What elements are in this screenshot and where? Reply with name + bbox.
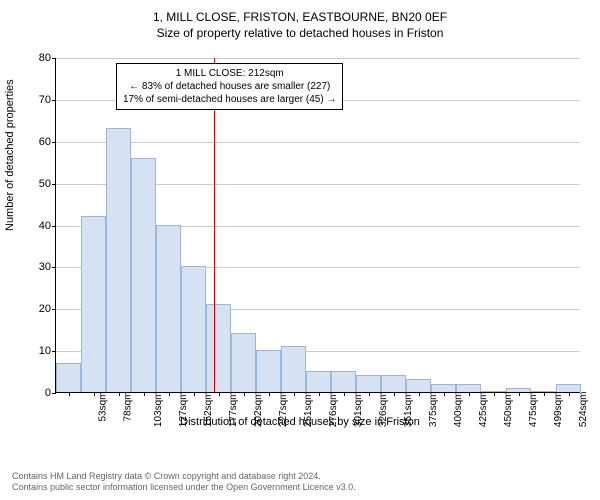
annotation-box: 1 MILL CLOSE: 212sqm ← 83% of detached h… — [116, 63, 343, 110]
footer-line: Contains HM Land Registry data © Crown c… — [12, 471, 356, 483]
x-tick-mark — [169, 392, 170, 396]
histogram-bar — [206, 304, 231, 392]
y-tick-mark — [52, 58, 56, 59]
x-tick-mark — [469, 392, 470, 396]
histogram-bar — [556, 384, 581, 392]
annotation-line: 1 MILL CLOSE: 212sqm — [123, 67, 336, 80]
chart-title: 1, MILL CLOSE, FRISTON, EASTBOURNE, BN20… — [0, 10, 600, 24]
histogram-bar — [256, 350, 281, 392]
y-tick-mark — [52, 267, 56, 268]
histogram-bar — [331, 371, 356, 392]
y-gridline — [56, 58, 580, 59]
chart-container: 1, MILL CLOSE, FRISTON, EASTBOURNE, BN20… — [0, 10, 600, 440]
histogram-bar — [381, 375, 406, 392]
histogram-bar — [281, 346, 306, 392]
histogram-bar — [106, 128, 131, 392]
x-tick-mark — [494, 392, 495, 396]
x-tick-mark — [444, 392, 445, 396]
y-tick-mark — [52, 100, 56, 101]
plot-area: 0102030405060708053sqm78sqm103sqm127sqm1… — [55, 58, 580, 393]
annotation-line: 17% of semi-detached houses are larger (… — [123, 93, 336, 106]
x-tick-mark — [269, 392, 270, 396]
y-tick-label: 0 — [26, 387, 51, 399]
y-tick-mark — [52, 226, 56, 227]
histogram-bar — [156, 225, 181, 393]
x-tick-mark — [519, 392, 520, 396]
x-tick-mark — [294, 392, 295, 396]
footer-line: Contains public sector information licen… — [12, 482, 356, 494]
histogram-bar — [56, 363, 81, 392]
y-tick-mark — [52, 309, 56, 310]
histogram-bar — [131, 158, 156, 393]
x-tick-mark — [119, 392, 120, 396]
footer: Contains HM Land Registry data © Crown c… — [12, 471, 356, 494]
x-tick-mark — [194, 392, 195, 396]
y-gridline — [56, 142, 580, 143]
x-tick-mark — [569, 392, 570, 396]
y-tick-label: 40 — [26, 220, 51, 232]
y-tick-label: 80 — [26, 52, 51, 64]
histogram-bar — [431, 384, 456, 392]
y-tick-label: 20 — [26, 303, 51, 315]
x-tick-mark — [394, 392, 395, 396]
y-tick-label: 60 — [26, 136, 51, 148]
y-tick-mark — [52, 393, 56, 394]
histogram-bar — [306, 371, 331, 392]
x-tick-mark — [94, 392, 95, 396]
y-tick-label: 50 — [26, 178, 51, 190]
histogram-bar — [406, 379, 431, 392]
y-tick-mark — [52, 184, 56, 185]
y-tick-label: 10 — [26, 345, 51, 357]
x-tick-mark — [244, 392, 245, 396]
y-tick-mark — [52, 142, 56, 143]
y-axis-label: Number of detached properties — [4, 79, 16, 231]
x-tick-mark — [219, 392, 220, 396]
histogram-bar — [81, 216, 106, 392]
y-tick-label: 30 — [26, 261, 51, 273]
histogram-bar — [231, 333, 256, 392]
x-tick-mark — [419, 392, 420, 396]
x-tick-mark — [69, 392, 70, 396]
y-tick-mark — [52, 351, 56, 352]
x-tick-mark — [144, 392, 145, 396]
histogram-bar — [356, 375, 381, 392]
annotation-line: ← 83% of detached houses are smaller (22… — [123, 80, 336, 93]
histogram-bar — [181, 266, 206, 392]
x-tick-mark — [369, 392, 370, 396]
x-tick-mark — [319, 392, 320, 396]
chart-subtitle: Size of property relative to detached ho… — [0, 26, 600, 40]
y-tick-label: 70 — [26, 94, 51, 106]
x-tick-mark — [344, 392, 345, 396]
histogram-bar — [456, 384, 481, 392]
x-tick-mark — [544, 392, 545, 396]
x-axis-label: Distribution of detached houses by size … — [0, 416, 600, 428]
